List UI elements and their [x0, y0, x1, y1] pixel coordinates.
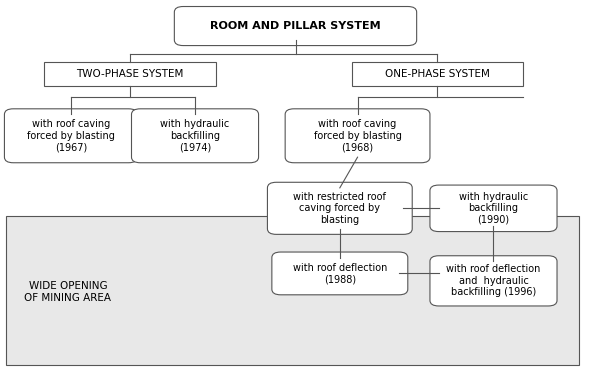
FancyBboxPatch shape [430, 256, 557, 306]
FancyBboxPatch shape [430, 185, 557, 231]
Text: ROOM AND PILLAR SYSTEM: ROOM AND PILLAR SYSTEM [210, 21, 381, 31]
FancyBboxPatch shape [6, 216, 579, 365]
Text: with hydraulic
backfilling
(1974): with hydraulic backfilling (1974) [160, 119, 230, 153]
Text: with roof caving
forced by blasting
(1967): with roof caving forced by blasting (196… [27, 119, 115, 153]
FancyBboxPatch shape [4, 109, 137, 163]
FancyBboxPatch shape [174, 6, 417, 45]
Text: ONE-PHASE SYSTEM: ONE-PHASE SYSTEM [385, 70, 490, 79]
FancyBboxPatch shape [352, 62, 523, 86]
FancyBboxPatch shape [272, 252, 408, 295]
Text: with roof deflection
and  hydraulic
backfilling (1996): with roof deflection and hydraulic backf… [446, 264, 541, 298]
Text: WIDE OPENING
OF MINING AREA: WIDE OPENING OF MINING AREA [24, 281, 112, 303]
FancyBboxPatch shape [285, 109, 430, 163]
Text: TWO-PHASE SYSTEM: TWO-PHASE SYSTEM [76, 70, 184, 79]
FancyBboxPatch shape [132, 109, 259, 163]
FancyBboxPatch shape [267, 182, 413, 234]
FancyBboxPatch shape [44, 62, 216, 86]
Text: with roof deflection
(1988): with roof deflection (1988) [293, 263, 387, 284]
Text: with hydraulic
backfilling
(1990): with hydraulic backfilling (1990) [459, 192, 528, 225]
Text: with restricted roof
caving forced by
blasting: with restricted roof caving forced by bl… [293, 192, 387, 225]
Text: with roof caving
forced by blasting
(1968): with roof caving forced by blasting (196… [314, 119, 401, 153]
